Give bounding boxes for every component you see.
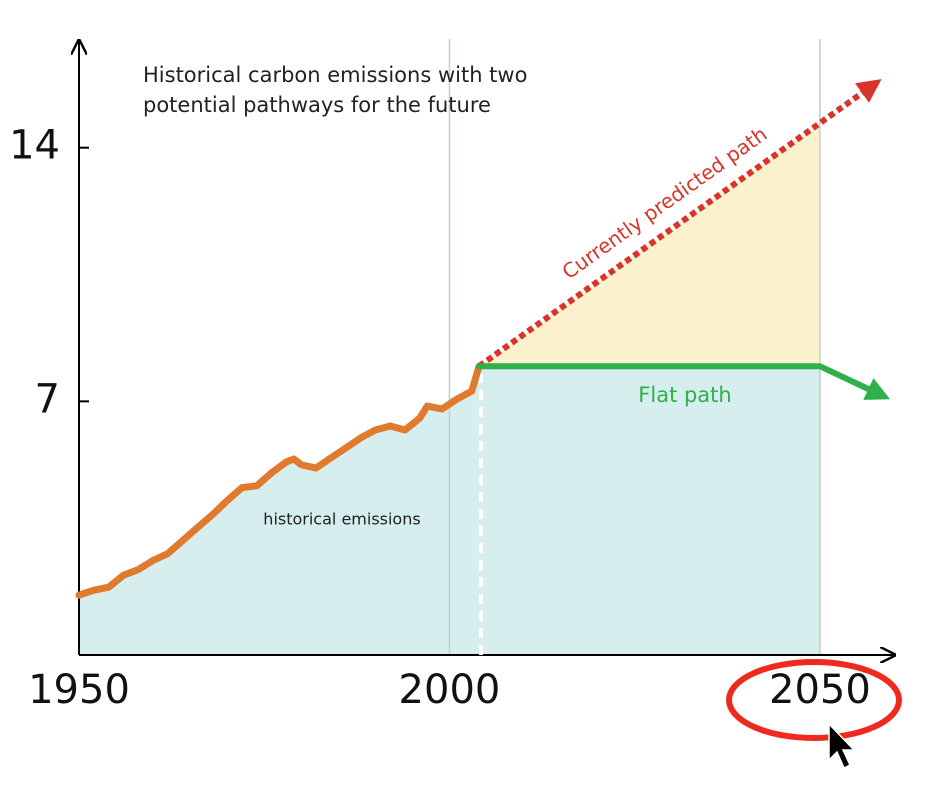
mouse-cursor: [828, 722, 856, 770]
y-tick-label: 14: [9, 123, 60, 169]
series-label: Flat path: [638, 383, 731, 407]
series-line: [75, 362, 483, 599]
highlight-circle: [726, 659, 902, 741]
x-tick-label: 2050: [769, 667, 871, 713]
x-tick-label: 2000: [399, 667, 501, 713]
chart-title: Historical carbon emissions with two pot…: [143, 63, 528, 117]
series-line: [476, 363, 891, 400]
x-tick-label: 1950: [28, 667, 130, 713]
y-tick-label: 7: [35, 376, 60, 422]
series-line: [477, 79, 882, 369]
series-label: historical emissions: [263, 510, 420, 529]
